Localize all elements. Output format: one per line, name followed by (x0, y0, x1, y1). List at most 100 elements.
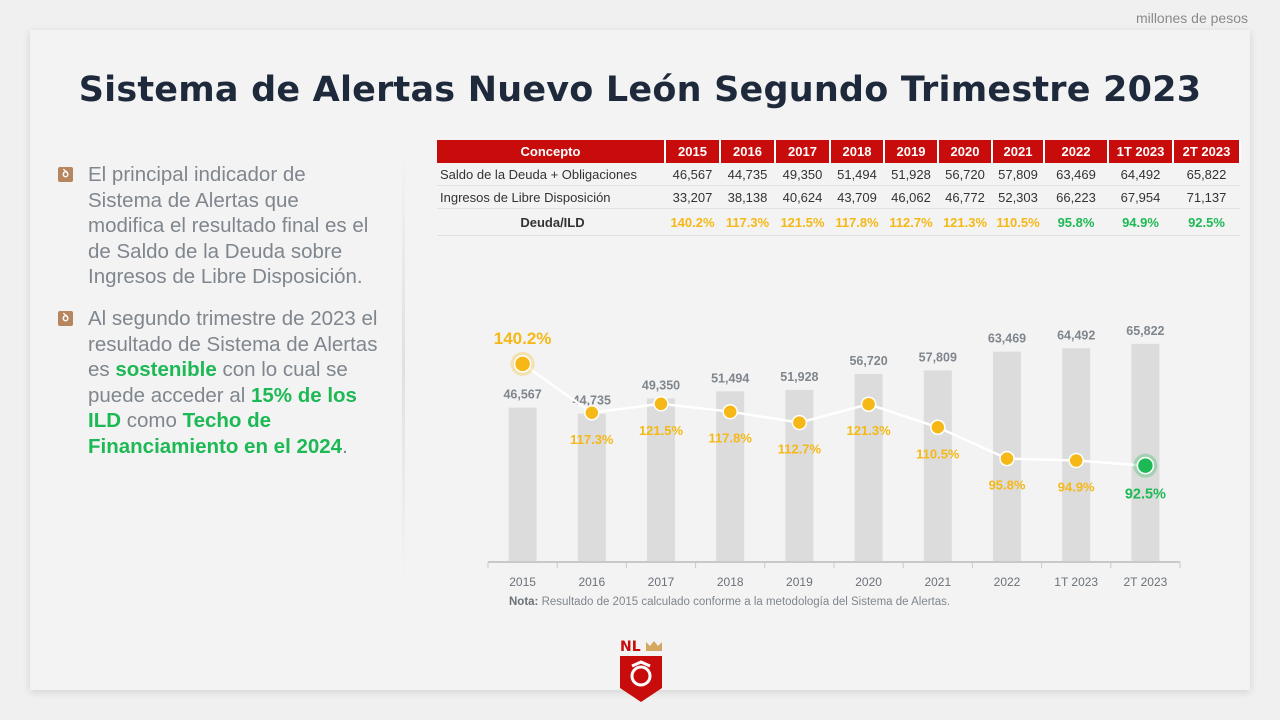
chart-bar (647, 398, 675, 562)
bar-value-label: 63,469 (988, 332, 1026, 346)
table-header: 1T 2023 (1108, 140, 1174, 163)
x-tick-label: 2020 (855, 575, 882, 589)
svg-text:NL: NL (620, 639, 641, 655)
table-cell: 43,709 (830, 185, 884, 209)
table-cell: 46,772 (938, 185, 992, 209)
table-cell: 38,138 (720, 185, 775, 209)
chart-bar (716, 391, 745, 562)
highlight-text: sostenible (115, 358, 217, 382)
table-cell-label: Deuda/ILD (437, 208, 665, 236)
table-cell: 40,624 (775, 185, 830, 209)
ratio-point (1068, 452, 1084, 469)
table-cell: 51,494 (830, 163, 884, 186)
x-tick-label: 1T 2023 (1054, 575, 1098, 589)
bullet-text: El principal indicador de Sistema de Ale… (88, 163, 369, 289)
table-cell-ratio: 95.8% (1044, 208, 1108, 236)
ratio-point (722, 403, 738, 420)
table-cell-label: Saldo de la Deuda + Obligaciones (437, 163, 665, 186)
table-cell-ratio: 121.5% (775, 208, 830, 236)
table-row: Ingresos de Libre Disposición 33,207 38,… (437, 185, 1240, 209)
table-cell: 65,822 (1173, 163, 1240, 186)
bullet-text: Al segundo trimestre de 2023 el resultad… (88, 306, 378, 382)
table-cell: 46,567 (665, 163, 720, 186)
bar-value-label: 51,928 (780, 370, 818, 384)
ratio-value-label: 112.7% (778, 442, 822, 457)
x-tick-label: 2022 (994, 575, 1021, 589)
table-cell-ratio: 140.2% (665, 208, 720, 236)
table-cell-label: Ingresos de Libre Disposición (437, 185, 665, 209)
table-header: 2015 (665, 140, 721, 163)
page-title: Sistema de Alertas Nuevo León Segundo Tr… (78, 70, 1202, 110)
ratio-point (791, 414, 808, 431)
bullet-text: como (121, 409, 183, 433)
table-header: 2020 (938, 140, 993, 163)
chart-bar (508, 407, 537, 562)
ratio-point (584, 405, 600, 421)
ratio-value-label: 110.5% (916, 446, 960, 461)
table-cell: 63,469 (1044, 163, 1108, 186)
x-tick-label: 2T 2023 (1123, 575, 1167, 589)
chart-bar (1131, 343, 1160, 562)
bar-value-label: 46,567 (503, 388, 541, 402)
ratio-value-label: 117.8% (709, 431, 753, 446)
table-header-row: Concepto 2015 2016 2017 2018 2019 2020 2… (437, 140, 1241, 163)
table-cell: 64,492 (1108, 163, 1173, 186)
ratio-point (513, 355, 532, 373)
table-header: 2022 (1044, 140, 1109, 163)
table-cell: 56,720 (938, 163, 992, 186)
units-label: millones de pesos (1135, 10, 1248, 26)
bar-value-label: 49,350 (642, 378, 680, 392)
ratio-value-label: 92.5% (1125, 487, 1166, 503)
data-table: Concepto 2015 2016 2017 2018 2019 2020 2… (437, 140, 1241, 236)
table-cell-ratio: 110.5% (992, 208, 1044, 236)
x-tick-label: 2021 (924, 575, 951, 589)
table-header: 2021 (992, 140, 1045, 163)
bullet-text: . (342, 434, 348, 458)
bullet-item: ꝺ El principal indicador de Sistema de A… (58, 162, 378, 290)
table-header: 2T 2023 (1173, 140, 1241, 163)
table-header: 2018 (830, 140, 885, 163)
ratio-value-label: 117.3% (570, 432, 614, 447)
nuevo-leon-logo: NL (620, 639, 662, 702)
chart-bar (577, 413, 606, 562)
swirl-bullet-icon: ꝺ (58, 167, 73, 182)
table-cell-ratio: 94.9% (1108, 208, 1173, 236)
ratio-point (930, 419, 946, 436)
chart-bar (923, 370, 952, 562)
ratio-value-label: 121.3% (847, 423, 892, 438)
bar-value-label: 65,822 (1126, 324, 1164, 338)
bullet-item: ꝺ Al segundo trimestre de 2023 el result… (58, 306, 378, 460)
highlight-text: Techo de Financiamiento en el 2024 (88, 409, 343, 458)
ratio-point (860, 396, 877, 412)
bullet-text: con lo cual se puede acceder al (88, 358, 348, 407)
ratio-point (653, 396, 669, 412)
table-cell-ratio: 117.8% (830, 208, 884, 236)
bar-value-label: 51,494 (711, 371, 749, 385)
table-header: Concepto (437, 140, 666, 163)
debt-ratio-chart: 46,567 44,735 49,350 51,494 51,928 56,720 57,8… (487, 324, 1181, 589)
table-header: 2016 (720, 140, 776, 163)
table-cell: 52,303 (992, 185, 1044, 209)
table-header: 2017 (775, 140, 831, 163)
table-header: 2019 (884, 140, 939, 163)
x-tick-label: 2015 (509, 575, 536, 589)
table-cell-ratio: 92.5% (1173, 208, 1240, 236)
table-row: Saldo de la Deuda + Obligaciones 46,567 … (437, 163, 1240, 186)
ratio-point (999, 450, 1015, 467)
ratio-line (521, 362, 1146, 467)
ratio-value-label: 121.5% (639, 423, 684, 438)
x-tick-label: 2017 (648, 575, 675, 589)
bar-value-label: 56,720 (849, 354, 887, 368)
note-label: Nota: (509, 596, 539, 608)
ratio-value-label: 95.8% (989, 478, 1026, 493)
ratio-value-label: 94.9% (1058, 480, 1095, 495)
table-cell: 57,809 (992, 163, 1044, 186)
table-cell-ratio: 117.3% (720, 208, 775, 236)
table-cell: 71,137 (1173, 185, 1240, 209)
x-tick-label: 2019 (786, 575, 813, 589)
table-cell: 49,350 (775, 163, 830, 186)
note-text: Resultado de 2015 calculado conforme a l… (538, 596, 951, 608)
table-cell: 44,735 (720, 163, 775, 186)
highlight-text: 15% de los ILD (88, 383, 357, 433)
table-row-ratio: Deuda/ILD 140.2% 117.3% 121.5% 117.8% 11… (437, 208, 1240, 236)
